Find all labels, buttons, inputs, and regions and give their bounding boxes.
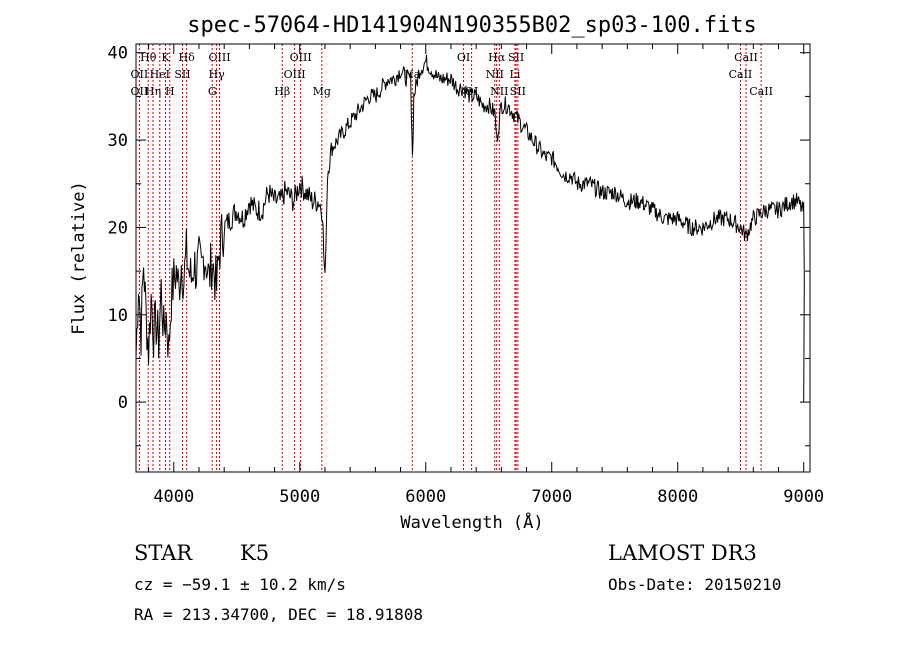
y-axis-label: Flux (relative) [69,181,89,335]
marker-label: Hδ [179,51,196,64]
y-tick-label: 20 [108,218,128,238]
object-class: STAR [134,541,193,565]
marker-label: Hγ [209,68,226,81]
x-tick-label: 7000 [531,487,572,507]
x-axis-label: Wavelength (Å) [400,511,543,533]
x-tick-label: 9000 [783,487,824,507]
spectrum-series-line [135,54,805,403]
y-tick-label: 40 [108,44,128,64]
axis-ticks: 4000 5000 6000 7000 8000 9000 0 10 20 30 40 [108,44,825,507]
marker-label: SII [508,51,524,64]
marker-label: Mg [313,85,331,98]
coordinates: RA = 213.34700, DEC = 18.91808 [134,605,423,624]
marker-label: G [208,85,217,98]
marker-label: SII [510,85,526,98]
marker-label: Hβ [274,85,290,98]
marker-label: Hη [145,85,161,98]
plot-frame [135,43,811,473]
object-subclass: K5 [240,541,269,565]
survey-name: LAMOST DR3 [608,541,757,565]
marker-label: HeI [150,68,170,81]
x-tick-label: 5000 [279,487,320,507]
y-tick-label: 0 [118,393,128,413]
marker-label: H [165,85,175,98]
marker-label: NII [486,68,504,81]
marker-label: OIII [208,51,230,64]
observation-date: Obs-Date: 20150210 [608,575,781,594]
x-tick-label: 8000 [657,487,698,507]
marker-label: CaII [734,51,758,64]
x-tick-label: 4000 [153,487,194,507]
marker-label: OII [131,85,149,98]
marker-label: OIII [284,68,306,81]
marker-label: CaII [729,68,753,81]
marker-label: OIII [290,51,312,64]
x-tick-label: 6000 [405,487,446,507]
marker-label: OII [131,68,149,81]
marker-label: Li [510,68,521,81]
marker-label: OI [457,51,470,64]
chart-title: spec-57064-HD141904N190355B02_sp03-100.f… [187,13,757,38]
y-tick-label: 10 [108,306,128,326]
y-tick-label: 30 [108,131,128,151]
marker-label: K [161,51,170,64]
marker-label: CaII [749,85,773,98]
marker-label: Hα [488,51,506,64]
redshift-cz: cz = −59.1 ± 10.2 km/s [134,575,346,594]
marker-label: NII [490,85,508,98]
marker-label: SII [174,68,190,81]
